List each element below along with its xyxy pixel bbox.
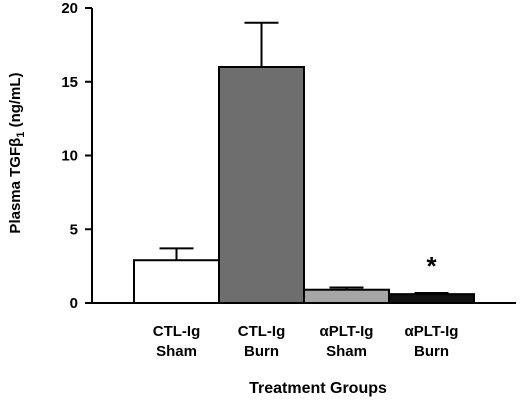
bar xyxy=(389,294,474,303)
x-category-label: αPLT-Ig Sham xyxy=(320,323,374,360)
x-category-label: CTL-Ig Sham xyxy=(153,323,200,360)
y-axis-title-prefix: Plasma TGFβ xyxy=(7,138,24,234)
y-axis-title-suffix: (ng/mL) xyxy=(7,72,24,131)
x-category-label: αPLT-Ig Burn xyxy=(405,323,459,360)
x-category-label: CTL-Ig Burn xyxy=(238,323,285,360)
significance-marker: * xyxy=(426,251,437,281)
category-labels: CTL-Ig Sham CTL-Ig Burn αPLT-Ig Sham αPLT-Ig Bu… xyxy=(153,323,459,360)
bars xyxy=(92,67,516,303)
y-tick-label: 10 xyxy=(61,148,78,165)
y-tick-label: 5 xyxy=(70,221,78,238)
y-axis-title: Plasma TGFβ1 (ng/mL) xyxy=(7,72,27,233)
bar xyxy=(219,67,304,303)
bar xyxy=(134,260,219,303)
bar xyxy=(304,290,389,303)
y-axis: 0 5 10 15 20 xyxy=(61,0,92,312)
annotations: * xyxy=(426,251,437,281)
x-axis-title: Treatment Groups xyxy=(249,380,387,397)
y-tick-label: 20 xyxy=(61,0,78,17)
y-tick-label: 0 xyxy=(70,295,78,312)
y-tick-label: 15 xyxy=(61,74,78,91)
